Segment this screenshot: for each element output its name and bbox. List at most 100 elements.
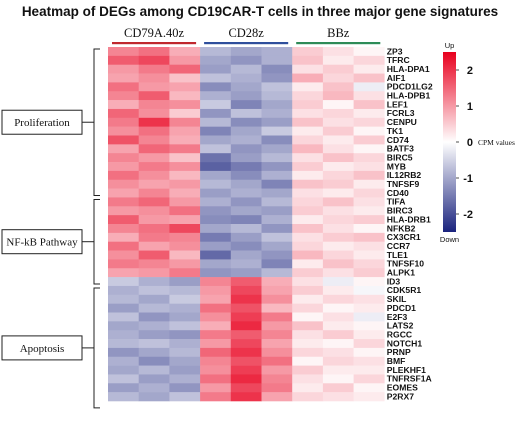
heatmap-cell — [322, 91, 354, 101]
heatmap-cell — [138, 232, 170, 242]
heatmap-cell — [322, 64, 354, 74]
heatmap-cell — [108, 392, 139, 402]
heatmap-cell — [138, 294, 170, 304]
heatmap-cell — [230, 392, 262, 402]
heatmap-cell — [292, 392, 324, 402]
legend-tick-label: 1 — [467, 101, 473, 113]
heatmap-cell — [230, 179, 262, 189]
heatmap-cell — [200, 153, 232, 163]
heatmap-cell — [230, 108, 262, 119]
heatmap-cell — [292, 188, 324, 198]
heatmap-cell — [261, 179, 293, 189]
heatmap-cell — [292, 224, 324, 234]
heatmap-cell — [322, 162, 354, 172]
heatmap-cell — [169, 91, 201, 101]
heatmap-cell — [353, 232, 385, 242]
heatmap-cell — [169, 64, 201, 74]
heatmap-cell — [200, 135, 232, 145]
heatmap-cell — [322, 383, 354, 393]
heatmap-cell — [261, 232, 293, 242]
heatmap-cell — [200, 392, 232, 402]
heatmap-cell — [108, 365, 139, 375]
heatmap-cell — [353, 55, 385, 65]
heatmap-cell — [292, 144, 324, 154]
heatmap-cell — [353, 64, 385, 74]
heatmap-cell — [322, 347, 354, 358]
heatmap-cell — [108, 91, 139, 101]
heatmap-cell — [230, 383, 262, 393]
gene-label: E2F3 — [387, 312, 408, 322]
heatmap-cell — [138, 339, 170, 349]
heatmap-cell — [169, 365, 201, 375]
heatmap-cell — [169, 259, 201, 269]
heatmap-cell — [230, 47, 262, 57]
heatmap-cell — [322, 268, 354, 278]
gene-label: FCRL3 — [387, 108, 415, 118]
heatmap-cell — [261, 162, 293, 172]
heatmap-cell — [108, 153, 139, 163]
gene-label: ZP3 — [387, 46, 403, 56]
gene-label: CCR7 — [387, 241, 411, 251]
heatmap-cell — [261, 153, 293, 163]
heatmap-cell — [108, 206, 139, 216]
heatmap-cell — [108, 268, 139, 278]
heatmap-cell — [353, 215, 385, 225]
heatmap-cell — [322, 259, 354, 269]
heatmap-cell — [322, 250, 354, 260]
heatmap-cell — [353, 188, 385, 198]
heatmap-cell — [230, 268, 262, 278]
heatmap-cell — [108, 347, 139, 358]
heatmap-cell — [322, 179, 354, 189]
heatmap-cell — [169, 144, 201, 154]
heatmap-cell — [261, 259, 293, 269]
heatmap-cell — [292, 241, 324, 251]
heatmap-cell — [353, 135, 385, 145]
heatmap-cell — [322, 188, 354, 198]
heatmap-cell — [261, 294, 293, 304]
heatmap-cell — [322, 135, 354, 145]
heatmap-cell — [138, 144, 170, 154]
heatmap-cell — [322, 374, 354, 384]
heatmap-cell — [322, 126, 354, 136]
heatmap-cell — [200, 144, 232, 154]
gene-label: IL12RB2 — [387, 170, 422, 180]
heatmap-cell — [292, 135, 324, 145]
heatmap-cell — [322, 55, 354, 65]
heatmap-cell — [353, 162, 385, 172]
heatmap-cell — [353, 91, 385, 101]
legend-tick-label: -1 — [463, 173, 473, 185]
heatmap-cell — [108, 55, 139, 65]
heatmap-cell — [230, 170, 262, 181]
heatmap-cell — [353, 241, 385, 251]
heatmap-cell — [261, 55, 293, 65]
heatmap-cell — [200, 188, 232, 198]
heatmap-cell — [200, 170, 232, 181]
gene-label: BMF — [387, 356, 406, 366]
heatmap-cell — [200, 330, 232, 340]
heatmap-cell — [230, 55, 262, 65]
heatmap-cell — [200, 91, 232, 101]
heatmap-cell — [169, 170, 201, 181]
group-label: CD28z — [228, 26, 264, 40]
heatmap-cell — [322, 294, 354, 304]
heatmap-cell — [169, 162, 201, 172]
heatmap-cell — [108, 259, 139, 269]
heatmap-cell — [292, 330, 324, 340]
heatmap-cell — [230, 241, 262, 251]
gene-label: LATS2 — [387, 321, 414, 331]
heatmap-cell — [200, 303, 232, 313]
heatmap-cell — [292, 91, 324, 101]
heatmap-cell — [322, 312, 354, 322]
heatmap-cell — [353, 392, 385, 402]
heatmap-cell — [169, 82, 201, 92]
heatmap-cell — [108, 285, 139, 296]
heatmap-cell — [169, 241, 201, 251]
heatmap-cell — [200, 117, 232, 127]
heatmap-cell — [292, 153, 324, 163]
gene-label: TNFRSF1A — [387, 374, 432, 384]
gene-label: TNFSF10 — [387, 259, 424, 269]
heatmap-cell — [169, 188, 201, 198]
heatmap-cell — [261, 277, 293, 287]
heatmap-cell — [292, 356, 324, 366]
heatmap-cell — [108, 197, 139, 207]
